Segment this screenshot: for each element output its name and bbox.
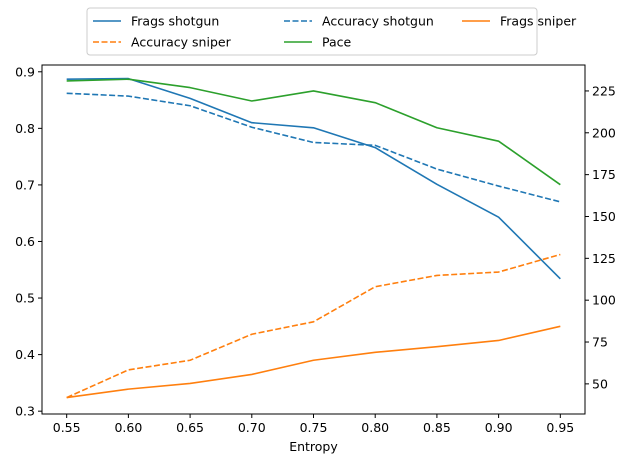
y-axis-left: 0.3 0.4 0.5 0.6 0.7 0.8 0.9 [15, 64, 42, 419]
y-right-tick-label: 75 [592, 335, 608, 350]
x-tick-label: 0.75 [300, 420, 328, 435]
y-right-tick-label: 200 [592, 125, 616, 140]
x-tick-label: 0.85 [423, 420, 451, 435]
x-axis: 0.55 0.60 0.65 0.70 0.75 0.80 0.85 0.90 0.95 [53, 414, 574, 435]
y-right-tick-label: 225 [592, 83, 616, 98]
legend: Frags shotgun Accuracy shotgun Frags snipe… [86, 7, 577, 56]
x-tick-label: 0.90 [485, 420, 513, 435]
x-axis-label: Entropy [289, 439, 338, 454]
x-tick-label: 0.95 [546, 420, 574, 435]
series-line-frags-sniper [66, 325, 561, 399]
legend-label: Frags shotgun [131, 14, 219, 29]
y-left-tick-label: 0.5 [15, 291, 35, 306]
x-tick-label: 0.55 [53, 420, 81, 435]
legend-label: Accuracy sniper [131, 35, 232, 50]
y-right-tick-label: 100 [592, 293, 616, 308]
series-line-frags-shotgun [66, 77, 561, 280]
legend-label: Frags sniper [500, 14, 577, 29]
plot-lines [66, 77, 561, 399]
y-left-tick-label: 0.4 [15, 347, 35, 362]
y-left-tick-label: 0.9 [15, 64, 35, 79]
x-tick-label: 0.70 [238, 420, 266, 435]
legend-label: Pace [322, 35, 352, 50]
y-left-tick-label: 0.8 [15, 121, 35, 136]
y-left-tick-label: 0.7 [15, 177, 35, 192]
series-line-pace [66, 78, 561, 186]
series-line-accuracy-sniper [66, 253, 561, 399]
plot-frame [41, 64, 586, 415]
y-right-tick-label: 125 [592, 251, 616, 266]
y-right-tick-label: 175 [592, 167, 616, 182]
legend-label: Accuracy shotgun [322, 14, 434, 29]
x-tick-label: 0.80 [361, 420, 389, 435]
y-right-tick-label: 150 [592, 209, 616, 224]
y-left-tick-label: 0.6 [15, 234, 35, 249]
x-tick-label: 0.60 [114, 420, 142, 435]
y-right-tick-label: 50 [592, 376, 608, 391]
series-line-accuracy-shotgun [66, 92, 561, 203]
y-left-tick-label: 0.3 [15, 404, 35, 419]
legend-box [86, 7, 538, 56]
y-axis-right: 50 75 100 125 150 175 200 225 [585, 83, 616, 391]
x-tick-label: 0.65 [176, 420, 204, 435]
